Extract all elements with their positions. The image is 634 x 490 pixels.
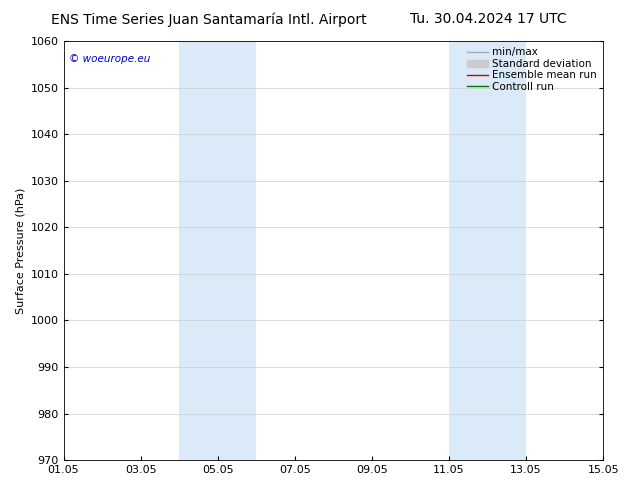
Legend: min/max, Standard deviation, Ensemble mean run, Controll run: min/max, Standard deviation, Ensemble me… <box>463 43 601 96</box>
Y-axis label: Surface Pressure (hPa): Surface Pressure (hPa) <box>15 187 25 314</box>
Bar <box>179 41 256 460</box>
Text: ENS Time Series Juan Santamaría Intl. Airport: ENS Time Series Juan Santamaría Intl. Ai… <box>51 12 367 27</box>
Text: Tu. 30.04.2024 17 UTC: Tu. 30.04.2024 17 UTC <box>410 12 567 26</box>
Text: © woeurope.eu: © woeurope.eu <box>69 53 150 64</box>
Bar <box>449 41 526 460</box>
